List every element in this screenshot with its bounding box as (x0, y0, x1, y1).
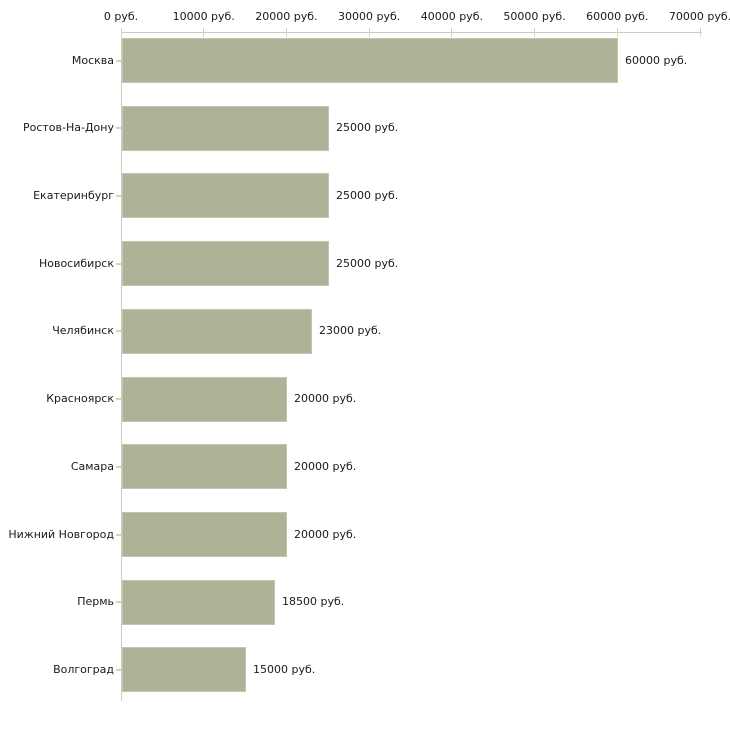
x-axis-tick-mark (451, 28, 453, 37)
x-axis-tick-mark (120, 28, 122, 37)
x-axis-tick-label: 70000 руб. (668, 10, 730, 23)
bar[interactable] (122, 647, 246, 693)
category-tick-mark (116, 465, 121, 468)
x-axis-tick-mark (699, 28, 701, 37)
x-axis-tick-mark (368, 28, 370, 37)
category-label: Новосибирск (38, 256, 114, 270)
bar[interactable] (122, 376, 287, 422)
category-label: Самара (70, 459, 114, 473)
category-tick-mark (116, 194, 121, 197)
x-axis-tick-label: 0 руб. (103, 10, 139, 23)
value-label: 15000 руб. (253, 662, 316, 676)
category-label: Москва (71, 53, 114, 67)
x-axis-tick-mark (285, 28, 287, 37)
category-label: Челябинск (52, 324, 114, 338)
value-label: 20000 руб. (294, 392, 357, 406)
category-label: Екатеринбург (33, 188, 114, 202)
bar[interactable] (122, 105, 329, 151)
category-label: Нижний Новгород (8, 527, 114, 541)
x-axis-tick-label: 50000 руб. (503, 10, 566, 23)
category-label: Волгоград (53, 662, 114, 676)
value-label: 23000 руб. (319, 324, 382, 338)
x-axis-tick-label: 10000 руб. (172, 10, 235, 23)
x-axis-tick-label: 20000 руб. (255, 10, 318, 23)
category-tick-mark (116, 330, 121, 333)
category-tick-mark (116, 262, 121, 265)
value-label: 25000 руб. (336, 256, 399, 270)
category-tick-mark (116, 398, 121, 401)
x-axis-tick-mark (534, 28, 536, 37)
value-label: 25000 руб. (336, 188, 399, 202)
y-axis-line (121, 32, 122, 701)
bar[interactable] (122, 241, 329, 287)
category-label: Пермь (77, 595, 114, 609)
x-axis-tick-label: 40000 руб. (420, 10, 483, 23)
value-label: 20000 руб. (294, 527, 357, 541)
category-label: Красноярск (46, 392, 114, 406)
x-axis-tick-mark (203, 28, 205, 37)
bar[interactable] (122, 308, 312, 354)
x-axis-tick-label: 60000 руб. (586, 10, 649, 23)
category-tick-mark (116, 127, 121, 130)
value-label: 60000 руб. (625, 53, 688, 67)
value-label: 20000 руб. (294, 459, 357, 473)
bar[interactable] (122, 512, 287, 558)
bar[interactable] (122, 38, 618, 83)
bar[interactable] (122, 444, 287, 490)
x-axis-tick-label: 30000 руб. (338, 10, 401, 23)
bar[interactable] (122, 173, 329, 219)
category-tick-mark (116, 533, 121, 536)
value-label: 25000 руб. (336, 121, 399, 135)
x-axis-line (121, 32, 702, 33)
category-label: Ростов-На-Дону (22, 121, 114, 135)
category-tick-mark (116, 59, 121, 62)
value-label: 18500 руб. (282, 595, 345, 609)
category-tick-mark (116, 668, 121, 671)
bar[interactable] (122, 579, 275, 625)
category-tick-mark (116, 601, 121, 604)
x-axis-tick-mark (616, 28, 618, 37)
